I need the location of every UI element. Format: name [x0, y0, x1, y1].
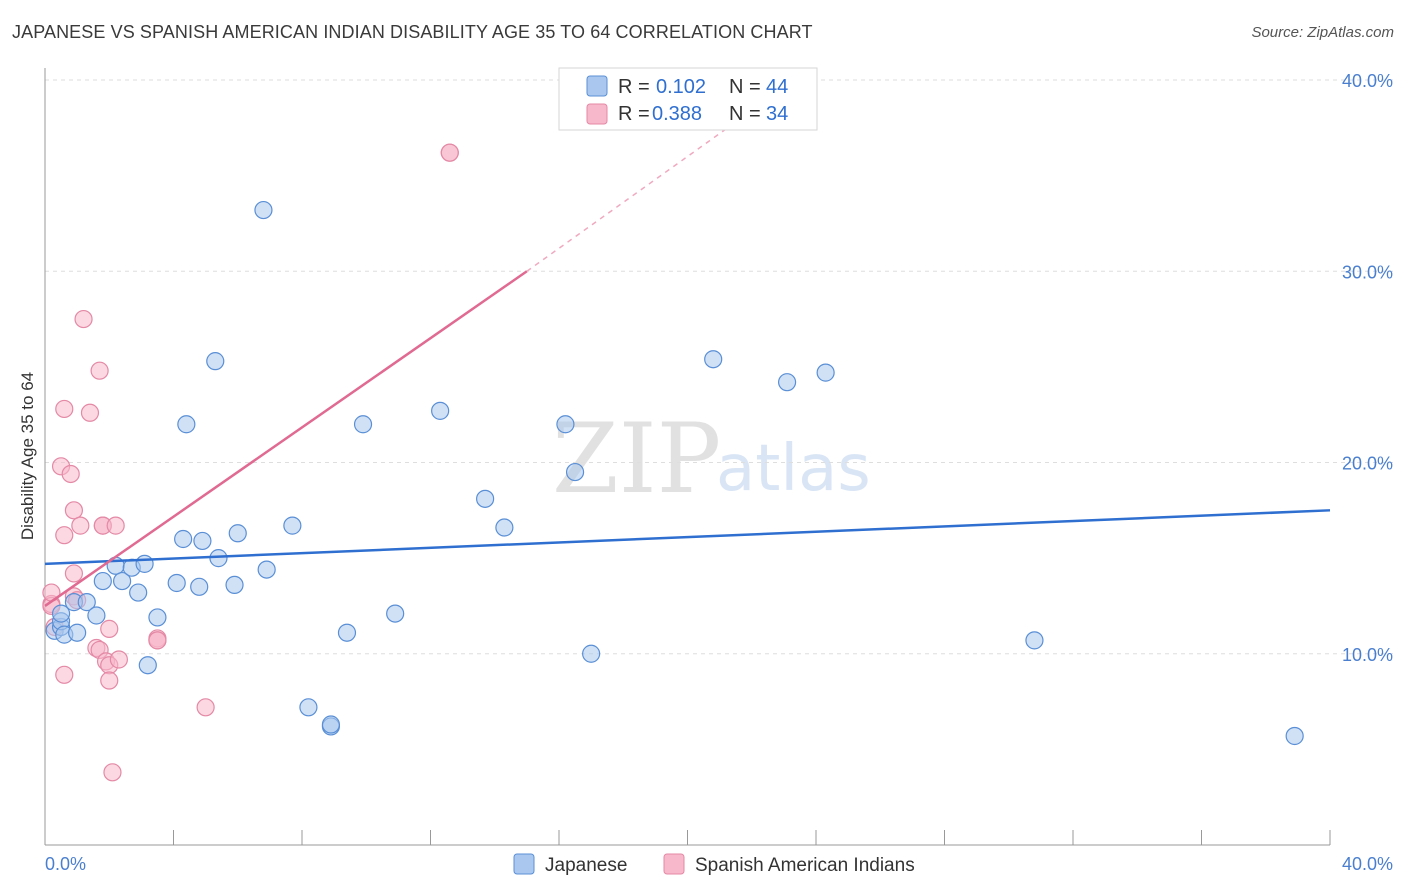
- spanish-point: [440, 143, 459, 162]
- japanese-point: [206, 352, 225, 371]
- bottom-legend: Japanese Spanish American Indians: [513, 853, 915, 876]
- japanese-point: [228, 524, 247, 543]
- japanese-point: [129, 583, 148, 602]
- x-ticks: [44, 830, 1331, 845]
- x-tick-label-max: 40.0%: [1342, 854, 1393, 874]
- y-tick-label: 20.0%: [1342, 454, 1393, 474]
- y-tick-labels: 10.0% 20.0% 30.0% 40.0%: [1342, 71, 1393, 665]
- legend-swatch-japanese: [586, 75, 608, 97]
- spanish-point: [55, 526, 74, 545]
- japanese-point: [257, 560, 276, 579]
- spanish-point: [71, 516, 90, 535]
- spanish-point: [80, 403, 100, 422]
- bottom-legend-swatch-spanish: [663, 853, 685, 875]
- japanese-point: [68, 623, 87, 642]
- y-axis-label: Disability Age 35 to 64: [18, 372, 37, 540]
- legend-swatch-spanish: [586, 103, 608, 125]
- japanese-point: [87, 606, 106, 625]
- japanese-point: [225, 575, 244, 595]
- bottom-legend-swatch-japanese: [513, 853, 535, 875]
- spanish-point: [106, 516, 125, 535]
- spanish-point: [55, 665, 74, 684]
- y-tick-label: 10.0%: [1342, 645, 1393, 665]
- japanese-point: [1025, 631, 1044, 650]
- chart-source: Source: ZipAtlas.com: [1251, 24, 1394, 41]
- bottom-legend-spanish: Spanish American Indians: [695, 855, 915, 876]
- spanish-point: [109, 650, 128, 669]
- spanish-point: [100, 619, 119, 638]
- bottom-legend-japanese: Japanese: [545, 855, 627, 876]
- legend-n-label-1: N =: [729, 76, 761, 98]
- japanese-point: [193, 531, 212, 551]
- japanese-point: [51, 604, 71, 623]
- legend-r-value-2: 0.388: [652, 103, 702, 125]
- spanish-point: [74, 309, 93, 329]
- japanese-point: [299, 698, 318, 717]
- spanish-trend-line: [44, 270, 528, 607]
- japanese-point: [93, 571, 112, 591]
- japanese-point: [112, 571, 132, 591]
- spanish-point: [103, 763, 122, 782]
- spanish-point: [196, 698, 215, 717]
- japanese-point: [386, 604, 405, 623]
- japanese-point: [177, 415, 196, 434]
- watermark-zip: ZIP: [552, 403, 721, 515]
- japanese-point: [138, 656, 157, 675]
- spanish-point: [64, 501, 84, 520]
- chart-title: JAPANESE VS SPANISH AMERICAN INDIAN DISA…: [12, 22, 813, 42]
- legend-r-label-2: R =: [618, 103, 650, 125]
- spanish-point: [100, 671, 119, 690]
- spanish-point: [61, 464, 80, 484]
- japanese-point: [704, 350, 723, 369]
- japanese-point: [337, 623, 357, 642]
- legend-n-value-1: 44: [766, 76, 788, 98]
- spanish-point: [148, 631, 167, 650]
- japanese-point: [476, 489, 495, 508]
- x-tick-label-min: 0.0%: [45, 854, 86, 874]
- japanese-point: [135, 554, 154, 573]
- japanese-point: [582, 644, 601, 663]
- japanese-point: [167, 573, 186, 593]
- trend-lines: [44, 98, 1331, 607]
- japanese-point: [353, 415, 373, 434]
- japanese-point: [283, 516, 302, 535]
- japanese-point: [556, 415, 575, 434]
- japanese-point: [174, 529, 193, 549]
- spanish-point: [64, 564, 84, 583]
- spanish-point: [55, 399, 74, 419]
- legend-r-value-1: 0.102: [656, 76, 706, 98]
- watermark-atlas: atlas: [716, 432, 871, 506]
- japanese-point: [816, 363, 835, 382]
- japanese-point: [431, 401, 450, 420]
- legend-r-label-1: R =: [618, 76, 650, 98]
- japanese-point: [321, 715, 341, 734]
- japanese-point: [148, 608, 167, 627]
- japanese-point: [565, 462, 585, 482]
- japanese-point: [1285, 726, 1304, 746]
- japanese-point: [254, 200, 273, 220]
- japanese-point: [77, 593, 96, 612]
- japanese-points: [45, 200, 1304, 746]
- spanish-point: [90, 361, 109, 380]
- y-tick-label: 30.0%: [1342, 262, 1393, 282]
- japanese-point: [495, 518, 514, 537]
- japanese-trend-line: [44, 509, 1331, 566]
- legend-n-label-2: N =: [729, 103, 761, 125]
- japanese-point: [777, 373, 797, 392]
- legend-n-value-2: 34: [766, 103, 788, 125]
- y-tick-label: 40.0%: [1342, 71, 1393, 91]
- legend-box: R = 0.102 N = 44 R = 0.388 N = 34: [558, 67, 818, 131]
- grid-lines: [45, 79, 1393, 655]
- japanese-point: [190, 577, 209, 596]
